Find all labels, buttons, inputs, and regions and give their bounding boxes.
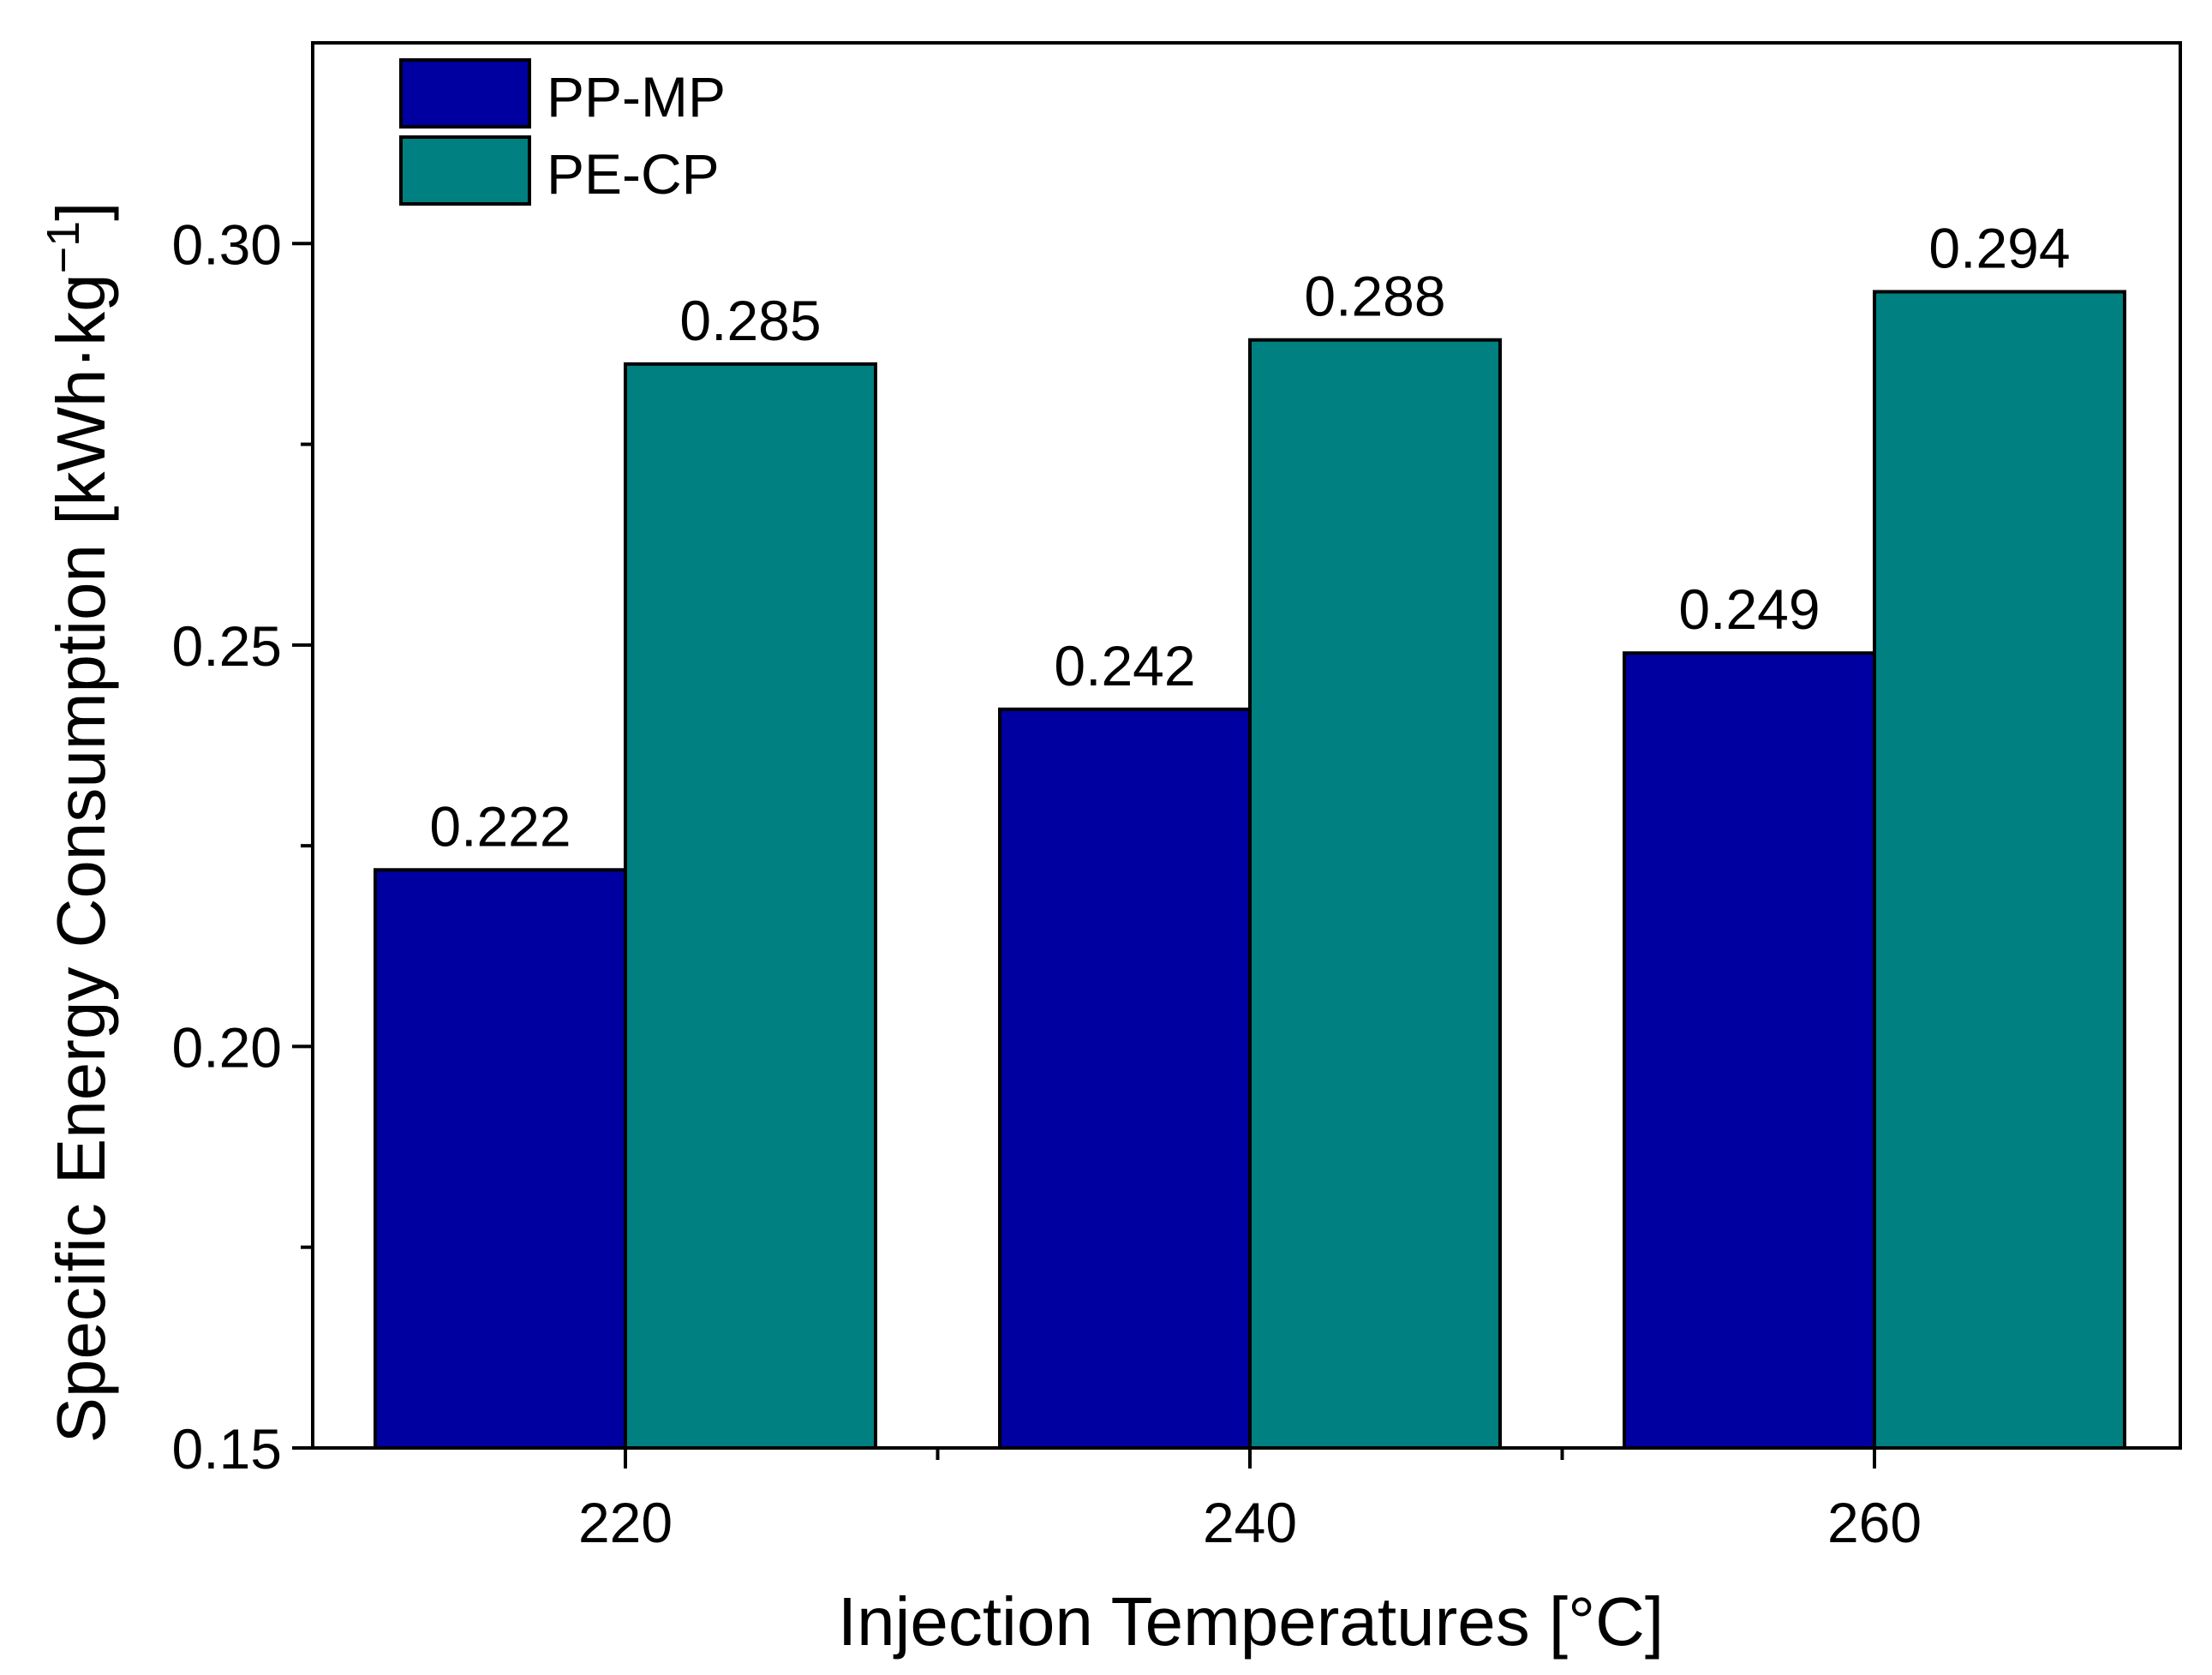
x-tick-label-240: 240 xyxy=(1203,1491,1297,1554)
data-label-pp-mp-220: 0.222 xyxy=(429,794,571,858)
bar-pe-cp-260 xyxy=(1873,290,2126,1450)
legend-label-pe-cp: PE-CP xyxy=(547,142,720,206)
axes-layer: 220 240 260 0.15 0.20 0.25 0.30 xyxy=(172,41,2182,1554)
bar-pp-mp-220 xyxy=(374,868,627,1450)
y-tick-label-0.20: 0.20 xyxy=(172,1015,282,1079)
legend-label-pp-mp: PP-MP xyxy=(547,65,726,129)
legend: PP-MP PE-CP xyxy=(399,58,726,206)
data-label-pe-cp-260: 0.294 xyxy=(1928,217,2070,280)
data-label-pe-cp-220: 0.285 xyxy=(679,289,821,352)
data-label-pe-cp-240: 0.288 xyxy=(1304,265,1445,328)
data-labels-layer: 0.222 0.285 0.242 0.288 0.249 0.294 xyxy=(429,217,2070,858)
y-axis-title: Specific Energy Consumption [kWh·kg−1] xyxy=(38,202,119,1444)
y-tick-label-0.30: 0.30 xyxy=(172,212,282,276)
plot-frame xyxy=(311,41,2182,1450)
bars-layer xyxy=(374,290,2126,1451)
x-tick-label-260: 260 xyxy=(1827,1491,1922,1554)
y-axis-title-close: ] xyxy=(43,202,119,221)
y-tick-label-0.25: 0.25 xyxy=(172,614,282,678)
data-label-pp-mp-260: 0.249 xyxy=(1678,577,1820,641)
data-label-pp-mp-240: 0.242 xyxy=(1054,634,1195,697)
y-axis-title-main: Specific Energy Consumption [kWh·kg xyxy=(43,273,119,1443)
x-tick-label-220: 220 xyxy=(578,1491,673,1554)
legend-swatch-pp-mp xyxy=(399,58,531,129)
bar-pe-cp-240 xyxy=(1248,338,1502,1451)
y-axis-title-superscript: −1 xyxy=(38,221,89,274)
y-tick-label-0.15: 0.15 xyxy=(172,1417,282,1481)
legend-swatch-pe-cp xyxy=(399,135,531,206)
bar-pp-mp-260 xyxy=(1623,651,1876,1450)
bar-pp-mp-240 xyxy=(998,707,1252,1450)
x-axis-title: Injection Temperatures [°C] xyxy=(838,1583,1664,1660)
bar-pe-cp-220 xyxy=(624,362,877,1450)
